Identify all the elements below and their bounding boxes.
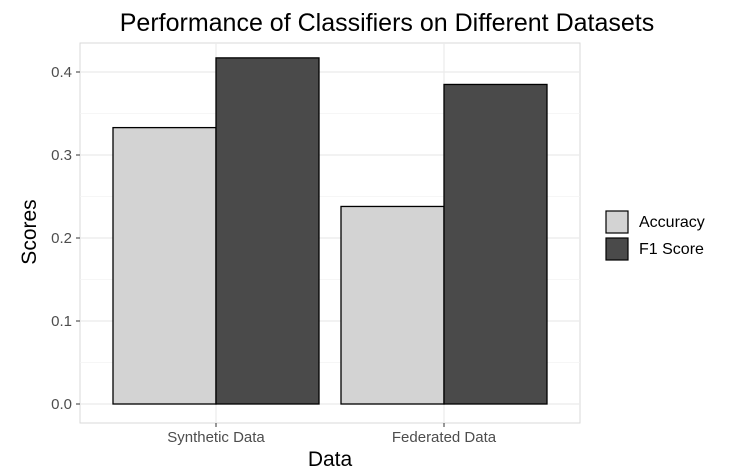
bar-f1-score-1 <box>443 83 548 405</box>
legend-label: F1 Score <box>639 241 704 258</box>
bar-accuracy-1 <box>340 205 445 405</box>
chart-title: Performance of Classifiers on Different … <box>120 9 655 37</box>
y-tick-label: 0.1 <box>51 313 72 330</box>
x-tick-label: Federated Data <box>392 429 497 446</box>
legend-label: Accuracy <box>639 214 705 231</box>
legend-key-accuracy <box>605 210 629 234</box>
y-tick-label: 0.2 <box>51 230 72 247</box>
x-axis: Synthetic Data Federated Data <box>167 423 497 446</box>
bar-layer <box>112 57 548 405</box>
bar-accuracy-0 <box>112 126 217 405</box>
y-tick-label: 0.3 <box>51 147 72 164</box>
x-axis-title: Data <box>308 448 353 471</box>
legend: Accuracy F1 Score <box>605 210 705 261</box>
plot-panel <box>79 42 581 424</box>
legend-key-f1-score <box>605 237 629 261</box>
y-axis: 0.0 0.1 0.2 0.3 0.4 <box>51 64 80 413</box>
y-tick-label: 0.0 <box>51 396 72 413</box>
y-axis-title: Scores <box>18 199 41 264</box>
bar-f1-score-0 <box>215 57 320 405</box>
x-tick-label: Synthetic Data <box>167 429 265 446</box>
y-tick-label: 0.4 <box>51 64 72 81</box>
